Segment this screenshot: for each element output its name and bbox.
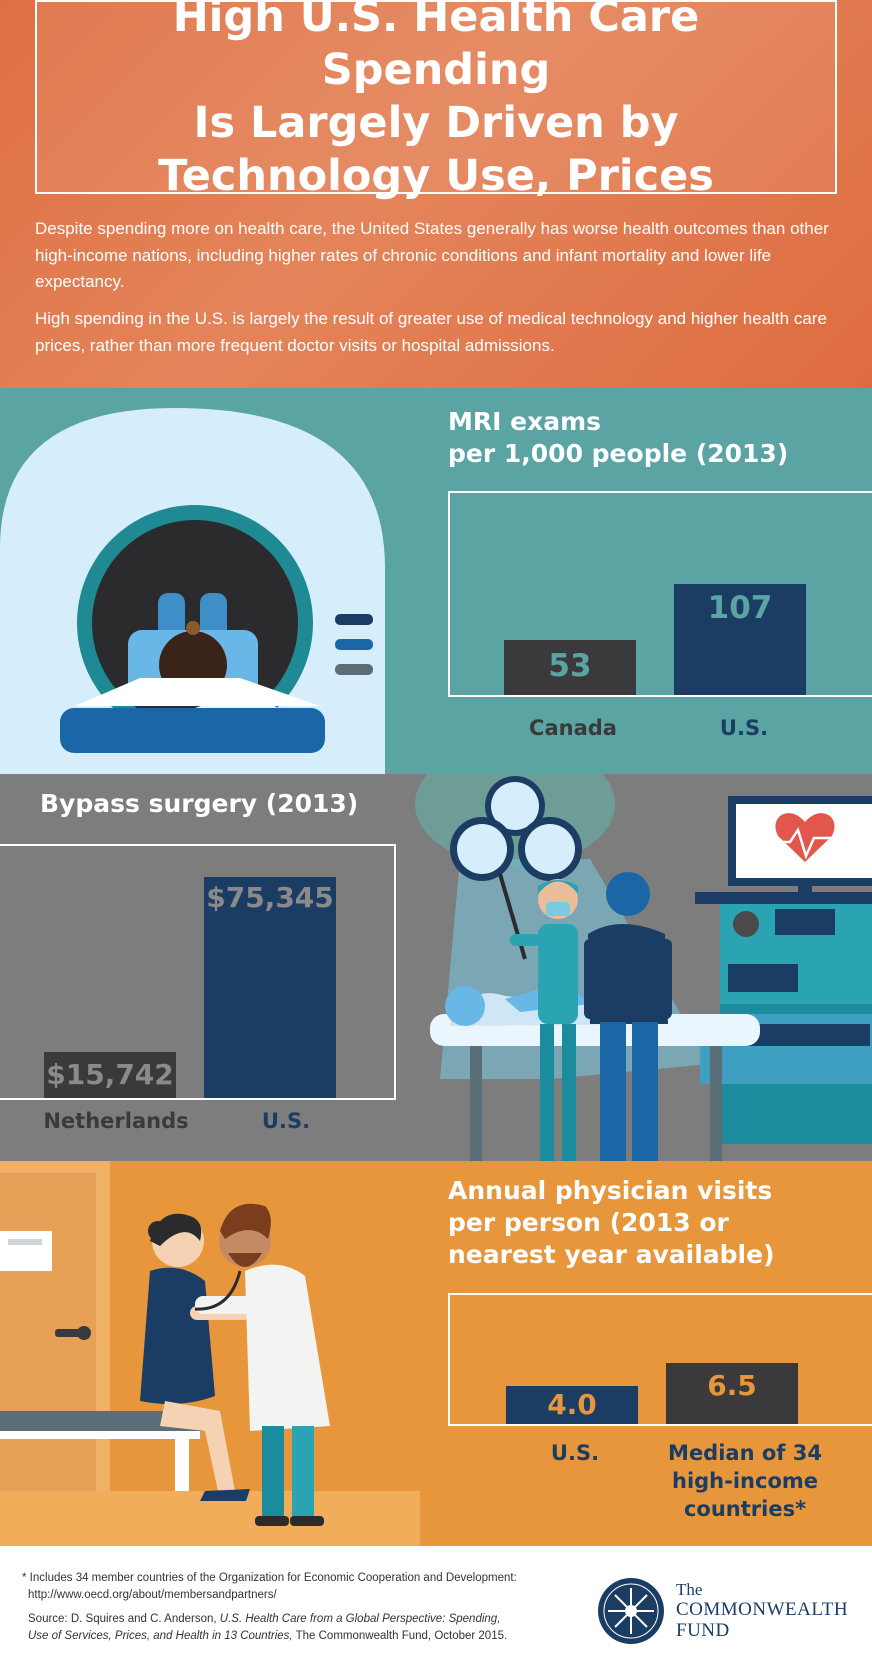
page-title: High U.S. Health Care Spending Is Largel… — [56, 0, 816, 203]
physician-bar-us: 4.0 — [506, 1386, 638, 1424]
bypass-value-label-netherlands: $15,742 — [46, 1058, 174, 1091]
oecd-link[interactable]: http://www.oecd.org/about/membersandpart… — [28, 1589, 277, 1601]
mri-chart-title: MRI exams per 1,000 people (2013) — [448, 406, 788, 470]
physician-category-line: high-income — [672, 1469, 818, 1493]
source-suffix: The Commonwealth Fund, October 2015. — [292, 1630, 508, 1642]
title-box: High U.S. Health Care Spending Is Largel… — [35, 0, 837, 201]
logo-name: COMMONWEALTH — [676, 1599, 849, 1620]
footnote: * Includes 34 member countries of the Or… — [22, 1570, 562, 1604]
physician-chart-title: Annual physician visits per person (2013… — [448, 1175, 775, 1271]
bypass-section: Bypass surgery (2013) $15,742 $75,345 Ne… — [0, 774, 872, 1161]
mri-section: MRI exams per 1,000 people (2013) 53 107… — [0, 388, 872, 774]
source-prefix: Source: D. Squires and C. Anderson, — [28, 1613, 220, 1625]
surgery-room-illustration — [415, 774, 872, 1161]
physician-chart: 4.0 6.5 — [448, 1293, 872, 1426]
physician-title-line: per person (2013 or — [448, 1208, 729, 1237]
intro-paragraph-2: High spending in the U.S. is largely the… — [35, 309, 827, 355]
bypass-chart: $15,742 $75,345 — [0, 844, 396, 1100]
mri-title-line: MRI exams — [448, 407, 602, 436]
physician-bar-median: 6.5 — [666, 1363, 798, 1424]
mri-scanner-illustration — [0, 408, 385, 774]
header-section: High U.S. Health Care Spending Is Largel… — [0, 0, 872, 388]
footer: * Includes 34 member countries of the Or… — [0, 1546, 872, 1670]
logo-fund: FUND — [676, 1620, 730, 1641]
footnote-text: * Includes 34 member countries of the Or… — [22, 1572, 517, 1584]
bypass-category-us: U.S. — [261, 1109, 311, 1133]
mri-value-label-us: 107 — [707, 590, 773, 626]
title-line: Is Largely Driven by — [193, 98, 679, 148]
mri-category-us: U.S. — [719, 716, 769, 740]
physician-title-line: Annual physician visits — [448, 1176, 773, 1205]
bypass-bar-us: $75,345 — [204, 877, 336, 1098]
mri-title-line: per 1,000 people (2013) — [448, 439, 789, 468]
logo-the: The — [676, 1580, 703, 1599]
bypass-chart-title: Bypass surgery (2013) — [40, 789, 359, 818]
physician-section: Annual physician visits per person (2013… — [0, 1161, 872, 1546]
doctor-patient-illustration — [0, 1161, 420, 1546]
bypass-bar-netherlands: $15,742 — [44, 1052, 176, 1098]
physician-category-line: Median of 34 — [668, 1441, 822, 1465]
physician-category-line: countries* — [683, 1497, 807, 1521]
mri-value-label-canada: 53 — [548, 648, 592, 684]
title-line: Technology Use, Prices — [158, 151, 714, 201]
physician-category-median: Median of 34 high-income countries* — [662, 1439, 828, 1523]
source-citation: Source: D. Squires and C. Anderson, U.S.… — [28, 1611, 568, 1645]
mri-chart: 53 107 — [448, 491, 872, 697]
bypass-value-label-us: $75,345 — [206, 881, 334, 914]
source-title: U.S. Health Care from a Global Perspecti… — [219, 1613, 501, 1625]
title-line: High U.S. Health Care Spending — [172, 0, 700, 95]
physician-value-label-median: 6.5 — [707, 1369, 757, 1402]
mri-bar-canada: 53 — [504, 640, 636, 695]
mri-bar-us: 107 — [674, 584, 806, 695]
bypass-category-netherlands: Netherlands — [43, 1109, 189, 1133]
commonwealth-logo-text: The COMMONWEALTH FUND — [676, 1580, 848, 1641]
physician-category-us: U.S. — [550, 1441, 600, 1465]
physician-title-line: nearest year available) — [448, 1240, 775, 1269]
mri-category-canada: Canada — [529, 716, 617, 740]
intro-paragraph-1: Despite spending more on health care, th… — [35, 219, 829, 291]
commonwealth-logo-icon — [598, 1578, 664, 1644]
physician-value-label-us: 4.0 — [547, 1388, 597, 1421]
source-title-cont: Use of Services, Prices, and Health in 1… — [28, 1630, 293, 1642]
